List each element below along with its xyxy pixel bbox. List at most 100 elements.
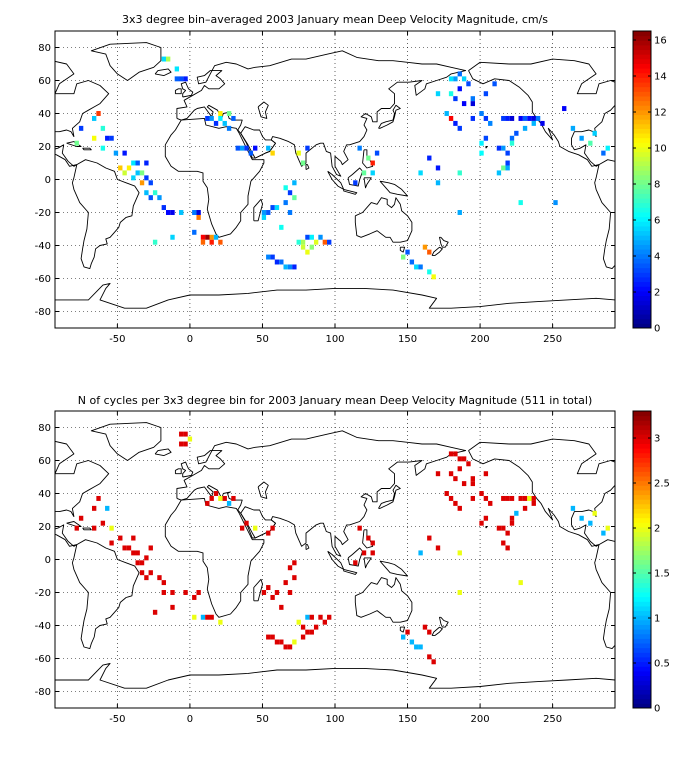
coastline bbox=[164, 497, 265, 618]
data-cell bbox=[179, 210, 184, 215]
data-cell bbox=[287, 190, 293, 196]
data-cell bbox=[309, 244, 314, 250]
data-cell bbox=[179, 431, 184, 437]
data-cell bbox=[144, 555, 149, 561]
data-cell bbox=[209, 614, 214, 620]
data-cell bbox=[483, 91, 489, 97]
data-cell bbox=[91, 525, 97, 531]
data-cell bbox=[522, 495, 528, 501]
colorbar-swatch bbox=[633, 207, 651, 213]
colorbar-swatch bbox=[633, 554, 651, 560]
colorbar-tick-label: 0.5 bbox=[654, 659, 670, 670]
y-tick-label: -60 bbox=[35, 274, 51, 285]
data-cell bbox=[457, 590, 462, 595]
colorbar-swatch bbox=[633, 596, 651, 602]
data-cell bbox=[353, 560, 358, 566]
y-tick-label: -40 bbox=[35, 241, 51, 252]
data-cell bbox=[427, 629, 432, 635]
coastline bbox=[305, 164, 310, 170]
colorbar-swatch bbox=[633, 63, 651, 69]
data-cell bbox=[505, 150, 510, 156]
data-cell bbox=[457, 170, 462, 176]
coastline bbox=[379, 560, 408, 577]
data-cell bbox=[118, 535, 123, 541]
data-cell bbox=[209, 234, 214, 240]
data-cell bbox=[453, 500, 458, 506]
coastline bbox=[253, 578, 263, 602]
coastline bbox=[347, 167, 364, 187]
colorbar-tick-label: 2.5 bbox=[654, 479, 670, 490]
data-cell bbox=[148, 195, 153, 201]
data-cell bbox=[531, 115, 536, 121]
data-cell bbox=[131, 535, 136, 541]
data-cell bbox=[509, 520, 515, 526]
data-cell bbox=[231, 115, 236, 121]
data-cell bbox=[144, 175, 149, 181]
data-cell bbox=[96, 111, 101, 116]
data-cell bbox=[327, 239, 332, 245]
colorbar-swatch bbox=[633, 503, 651, 509]
coastline bbox=[379, 180, 408, 197]
colorbar-swatch bbox=[633, 184, 651, 190]
data-cell bbox=[187, 436, 193, 442]
data-cell bbox=[562, 106, 567, 112]
colorbar-tick-label: 0 bbox=[654, 324, 660, 335]
data-cell bbox=[118, 165, 123, 171]
data-cell bbox=[248, 150, 254, 156]
coastline bbox=[431, 626, 443, 636]
colorbar-swatch bbox=[633, 165, 651, 171]
colorbar-swatch bbox=[633, 452, 651, 458]
data-cell bbox=[74, 525, 79, 531]
data-cell bbox=[179, 441, 184, 447]
data-cell bbox=[357, 145, 362, 151]
colorbar-swatch bbox=[633, 198, 651, 204]
data-cell bbox=[218, 495, 223, 501]
data-cell bbox=[483, 135, 489, 141]
colorbar-swatch bbox=[633, 295, 651, 301]
data-cell bbox=[518, 115, 523, 121]
data-cell bbox=[100, 520, 106, 526]
data-cell bbox=[501, 115, 506, 121]
colorbar-swatch bbox=[633, 147, 651, 153]
data-cell bbox=[457, 71, 462, 77]
colorbar-swatch bbox=[633, 142, 651, 148]
y-tick-label: -20 bbox=[35, 208, 51, 219]
colorbar-swatch bbox=[633, 559, 651, 565]
data-cell bbox=[209, 115, 214, 121]
data-cell bbox=[78, 125, 84, 131]
data-cell bbox=[183, 590, 188, 595]
colorbar-tick-label: 1 bbox=[654, 614, 660, 625]
x-tick-label: 50 bbox=[256, 714, 269, 725]
data-cell bbox=[183, 441, 188, 447]
data-cell bbox=[361, 170, 367, 176]
colorbar-swatch bbox=[633, 221, 651, 227]
data-cell bbox=[453, 476, 458, 482]
colorbar-swatch bbox=[633, 661, 651, 667]
data-cell bbox=[253, 145, 258, 151]
colorbar-swatch bbox=[633, 494, 651, 500]
data-cell bbox=[292, 264, 297, 270]
colorbar-swatch bbox=[633, 522, 651, 528]
data-cell bbox=[492, 81, 497, 87]
data-cell bbox=[135, 560, 140, 566]
data-cell bbox=[366, 535, 371, 541]
data-cell bbox=[244, 145, 249, 151]
colorbar-swatch bbox=[633, 86, 651, 92]
data-cell bbox=[126, 545, 132, 551]
colorbar-swatch bbox=[633, 68, 651, 74]
data-cell bbox=[570, 125, 576, 131]
colorbar-swatch bbox=[633, 253, 651, 259]
colorbar-swatch bbox=[633, 137, 651, 143]
x-tick-label: 100 bbox=[325, 334, 344, 345]
data-cell bbox=[531, 500, 536, 506]
colorbar-swatch bbox=[633, 638, 651, 644]
data-cell bbox=[461, 456, 467, 462]
data-cell bbox=[274, 259, 280, 265]
data-cell bbox=[283, 200, 288, 206]
data-cell bbox=[78, 515, 84, 521]
data-cell bbox=[287, 644, 293, 650]
coastline bbox=[257, 101, 269, 119]
colorbar-swatch bbox=[633, 170, 651, 176]
data-cell bbox=[174, 66, 180, 72]
data-cell bbox=[105, 135, 110, 141]
